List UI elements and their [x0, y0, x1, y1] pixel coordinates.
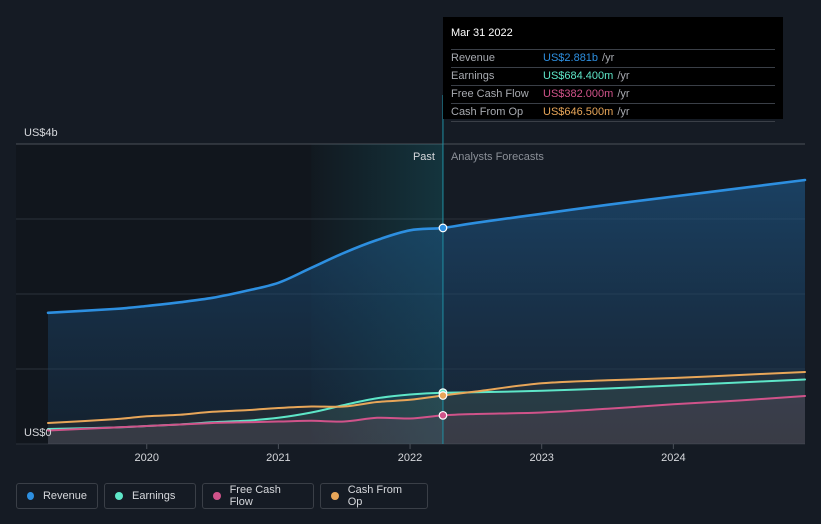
legend-dot-icon: [213, 492, 221, 500]
legend-item-earnings[interactable]: Earnings: [104, 483, 196, 509]
tooltip-row-free-cash-flow: Free Cash Flow US$382.000m /yr: [451, 85, 775, 103]
free-cash-flow-marker[interactable]: [438, 410, 448, 420]
legend-dot-icon: [331, 492, 339, 500]
legend-item-free-cash-flow[interactable]: Free Cash Flow: [202, 483, 314, 509]
legend-label: Cash From Op: [347, 484, 403, 508]
tooltip-row-cash-from-op: Cash From Op US$646.500m /yr: [451, 103, 775, 122]
legend-dot-icon: [27, 492, 34, 500]
tooltip-value: US$2.881b: [543, 52, 599, 64]
legend-item-revenue[interactable]: Revenue: [16, 483, 98, 509]
x-tick-label: 2022: [398, 452, 422, 464]
earnings-area: [48, 379, 805, 444]
cash-from-op-marker[interactable]: [438, 391, 448, 400]
x-tick-label: 2024: [661, 452, 685, 464]
tooltip-unit: /yr: [617, 106, 630, 118]
forecast-label: Analysts Forecasts: [451, 151, 544, 163]
tooltip-unit: /yr: [602, 52, 615, 64]
past-label: Past: [413, 151, 435, 163]
free-cash-flow-area: [48, 396, 805, 444]
legend-item-cash-from-op[interactable]: Cash From Op: [320, 483, 428, 509]
tooltip-label: Cash From Op: [451, 106, 524, 118]
y-axis-top-label: US$4b: [24, 127, 58, 139]
tooltip-label: Revenue: [451, 52, 496, 64]
tooltip-value: US$382.000m: [543, 88, 614, 100]
legend-dot-icon: [115, 492, 123, 500]
tooltip-row-revenue: Revenue US$2.881b /yr: [451, 49, 775, 67]
x-tick-label: 2020: [134, 452, 158, 464]
tooltip-value: US$684.400m: [543, 70, 614, 82]
y-axis-bottom-label: US$0: [24, 427, 52, 439]
revenue-line: [46, 178, 807, 315]
revenue-marker[interactable]: [438, 223, 448, 233]
free-cash-flow-line: [47, 395, 806, 432]
legend-label: Revenue: [42, 490, 87, 502]
tooltip-label: Free Cash Flow: [451, 88, 529, 100]
tooltip-row-earnings: Earnings US$684.400m /yr: [451, 67, 775, 85]
cash-from-op-area: [48, 372, 805, 444]
tooltip-date: Mar 31 2022: [451, 27, 513, 39]
legend-label: Earnings: [132, 490, 176, 502]
cash-from-op-line: [47, 371, 806, 424]
legend: Revenue Earnings Free Cash Flow Cash Fro…: [16, 483, 428, 509]
x-tick-label: 2021: [266, 452, 290, 464]
tooltip-unit: /yr: [617, 88, 630, 100]
tooltip-unit: /yr: [617, 70, 630, 82]
revenue-area: [48, 180, 805, 444]
tooltip: Mar 31 2022 Revenue US$2.881b /yr Earnin…: [443, 17, 783, 122]
legend-label: Free Cash Flow: [229, 484, 281, 508]
x-tick-label: 2023: [529, 452, 553, 464]
tooltip-value: US$646.500m: [543, 106, 614, 118]
tooltip-label: Earnings: [451, 70, 495, 82]
